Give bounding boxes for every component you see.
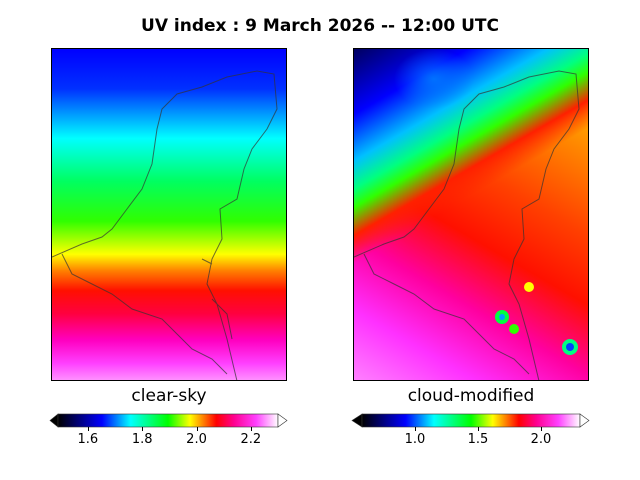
colorbar-tick-mark — [250, 427, 252, 431]
colorbar-tick-label: 2.0 — [530, 432, 552, 447]
colorbar-tick-label: 2.2 — [240, 432, 262, 447]
caption-clear-sky: clear-sky — [131, 386, 207, 406]
colorbar-tick-label: 2.0 — [186, 432, 207, 447]
colorbar-tick-mark — [414, 427, 416, 431]
caption-cloud-modified: cloud-modified — [407, 386, 535, 406]
colorbar-tick-label: 1.8 — [131, 432, 153, 447]
colorbar-tick-label: 1.5 — [467, 432, 489, 447]
country-borders — [354, 70, 580, 380]
country-borders — [52, 70, 278, 380]
colorbar-tick-mark — [477, 427, 479, 431]
colorbar-tick-mark — [87, 427, 89, 431]
colorbar-clear-sky — [49, 413, 288, 428]
clear-sky-map — [51, 48, 287, 381]
colorbar-tick-mark — [540, 427, 542, 431]
colorbar-tick-label: 1.6 — [77, 432, 99, 447]
colorbar-cloud-modified — [351, 413, 590, 428]
colorbar-tick-mark — [196, 427, 198, 431]
cloud-modified-map — [353, 48, 589, 381]
colorbar-tick-label: 1.0 — [404, 432, 426, 447]
figure-title: UV index : 9 March 2026 -- 12:00 UTC — [141, 16, 499, 36]
colorbar-tick-mark — [142, 427, 144, 431]
